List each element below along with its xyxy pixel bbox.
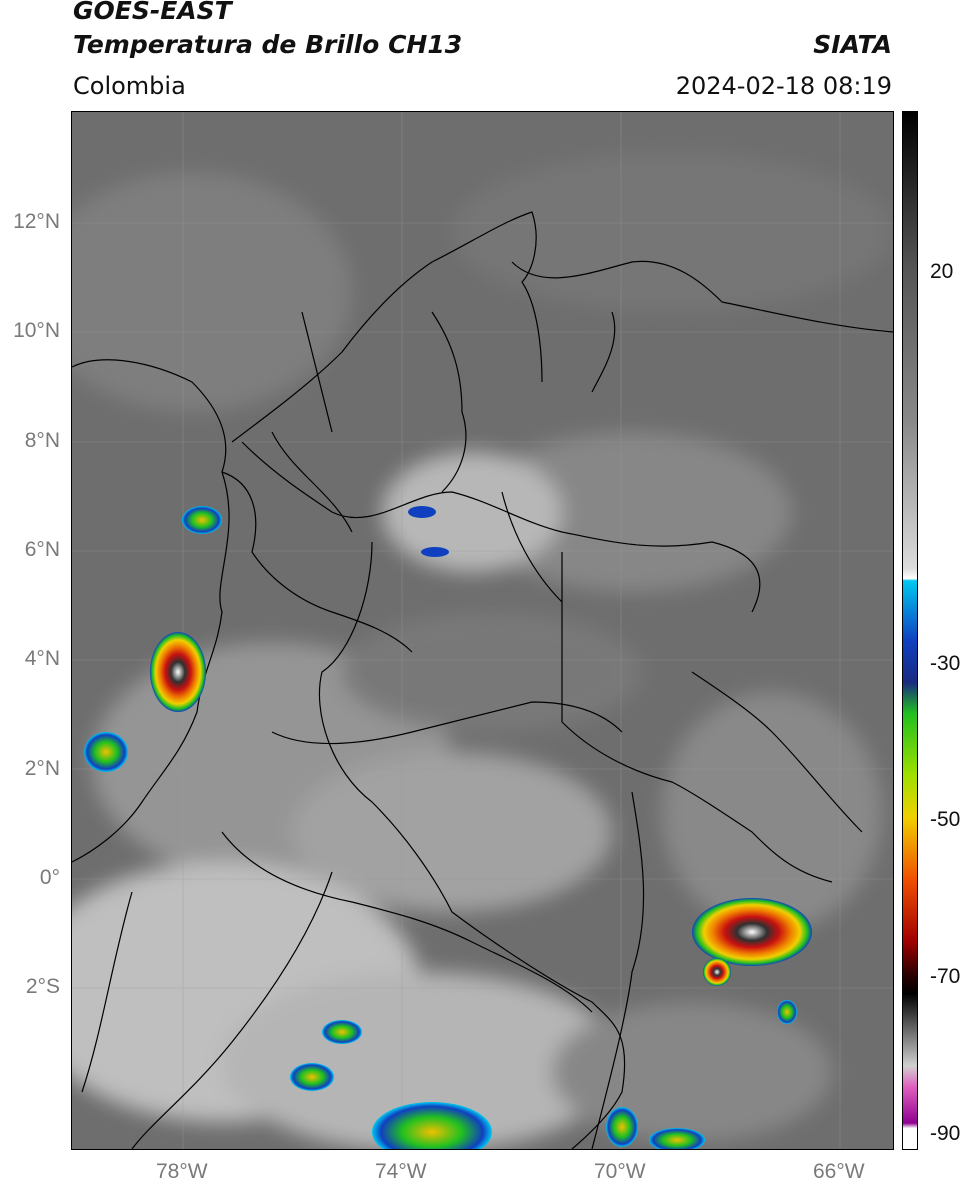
lon-label: 70°W	[594, 1160, 646, 1183]
title-line1: GOES-EAST	[73, 0, 232, 25]
lon-label: 74°W	[375, 1160, 427, 1183]
graticule	[72, 112, 893, 1149]
satellite-map	[71, 111, 894, 1150]
colorbar-label: 20	[930, 260, 954, 283]
lon-label: 66°W	[813, 1160, 865, 1183]
convective-cells	[84, 506, 812, 1149]
lon-label: 78°W	[156, 1160, 208, 1183]
lat-label: 0°	[39, 866, 60, 889]
colorbar-label: -90	[930, 1122, 961, 1145]
source-label: SIATA	[813, 30, 892, 59]
colorbar-label: -70	[930, 965, 961, 988]
lat-label: 6°N	[24, 538, 60, 561]
map-image	[72, 112, 893, 1149]
lat-label: 10°N	[13, 319, 60, 342]
colorbar	[902, 111, 918, 1150]
lat-label: 2°S	[25, 975, 60, 998]
lat-label: 2°N	[24, 757, 60, 780]
lat-label: 4°N	[24, 647, 60, 670]
colorbar-label: -30	[930, 652, 961, 675]
lat-label: 12°N	[13, 210, 60, 233]
borders	[72, 211, 893, 1149]
colorbar-label: -50	[930, 808, 961, 831]
title-line2: Temperatura de Brillo CH13	[73, 30, 463, 59]
region-label: Colombia	[73, 72, 186, 100]
lat-label: 8°N	[24, 429, 60, 452]
timestamp-label: 2024-02-18 08:19	[675, 72, 892, 100]
